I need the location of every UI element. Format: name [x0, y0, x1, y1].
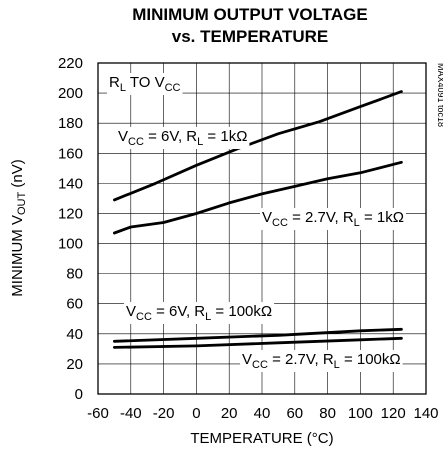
- annotation-part: = 1kΩ: [203, 128, 247, 145]
- chart-title-line-1: MINIMUM OUTPUT VOLTAGE: [132, 5, 367, 24]
- annotation-part: L: [197, 136, 203, 148]
- series-line-0: [113, 90, 403, 202]
- x-tick-label: 60: [286, 405, 303, 422]
- annotation-load-label: RL TO VCC: [109, 74, 181, 94]
- annotation-2-7v-100k: VCC = 2.7V, RL = 100kΩ: [242, 351, 401, 371]
- annotation-part: = 6V, R: [144, 128, 197, 145]
- x-tick-label: -60: [87, 405, 109, 422]
- y-tick-label: 160: [58, 145, 83, 162]
- x-axis-ticks: -60 -40 -20 0 20 40 60 80 100 120 140: [87, 405, 438, 422]
- annotation-part: L: [354, 217, 360, 229]
- annotation-part: = 2.7V, R: [288, 209, 354, 226]
- chart-title-line-2: vs. TEMPERATURE: [172, 27, 329, 46]
- series-line-1: [113, 160, 403, 235]
- annotation-bg: [116, 127, 250, 149]
- annotations: RL TO VCC VCC = 6V, RL = 1kΩ VCC = 2.7V,…: [107, 73, 406, 372]
- x-tick-label: -40: [120, 405, 142, 422]
- annotation-bg: [260, 208, 406, 230]
- x-tick-label: -20: [153, 405, 175, 422]
- annotation-6v-1k: VCC = 6V, RL = 1kΩ: [118, 128, 247, 148]
- document-id-label: MAX4091 toc18: [436, 63, 443, 127]
- y-tick-label: 20: [66, 356, 83, 373]
- y-tick-label: 100: [58, 236, 83, 253]
- annotation-2-7v-1k: VCC = 2.7V, RL = 1kΩ: [262, 209, 404, 229]
- y-axis-label-suffix: (nV): [9, 159, 26, 192]
- y-tick-label: 120: [58, 205, 83, 222]
- annotation-part: V: [126, 303, 136, 320]
- x-tick-label: 120: [381, 405, 406, 422]
- annotation-part: L: [120, 82, 126, 94]
- y-tick-label: 180: [58, 115, 83, 132]
- annotation-part: V: [262, 209, 272, 226]
- chart-title: MINIMUM OUTPUT VOLTAGE vs. TEMPERATURE: [132, 5, 367, 46]
- y-axis-label-prefix: MINIMUM V: [9, 215, 26, 297]
- annotation-bg: [124, 302, 275, 324]
- annotation-part: R: [109, 74, 120, 91]
- series-line-2: [113, 327, 403, 343]
- x-tick-label: 40: [254, 405, 271, 422]
- y-tick-label: 40: [66, 326, 83, 343]
- annotation-part: = 100kΩ: [340, 351, 401, 368]
- y-tick-label: 220: [58, 55, 83, 72]
- annotation-part: V: [118, 128, 128, 145]
- plot-frame: [97, 62, 427, 395]
- annotation-part: = 100kΩ: [211, 303, 272, 320]
- annotation-part: L: [205, 311, 211, 323]
- annotation-part: CC: [128, 136, 144, 148]
- x-tick-label: 0: [192, 405, 200, 422]
- x-tick-label: 140: [413, 405, 438, 422]
- annotation-part: = 6V, R: [152, 303, 205, 320]
- x-tick-label: 80: [319, 405, 336, 422]
- y-tick-label: 140: [58, 175, 83, 192]
- annotation-part: CC: [136, 311, 152, 323]
- series-line-3: [113, 336, 403, 349]
- annotation-bg: [240, 350, 403, 372]
- annotation-part: CC: [165, 82, 181, 94]
- annotation-part: CC: [252, 359, 268, 371]
- annotation-part: = 1kΩ: [360, 209, 404, 226]
- y-tick-label: 200: [58, 85, 83, 102]
- y-tick-label: 0: [75, 386, 83, 403]
- x-tick-label: 20: [221, 405, 238, 422]
- y-tick-label: 60: [66, 296, 83, 313]
- x-axis-label: TEMPERATURE (°C): [190, 430, 333, 447]
- annotation-part: TO V: [126, 74, 165, 91]
- series-lines: [113, 90, 403, 349]
- annotation-part: L: [334, 359, 340, 371]
- y-axis-label-sub: OUT: [16, 192, 28, 216]
- annotation-6v-100k: VCC = 6V, RL = 100kΩ: [126, 303, 272, 323]
- y-axis-label: MINIMUM VOUT (nV): [9, 159, 28, 296]
- annotation-bg: [107, 73, 183, 95]
- annotation-part: CC: [272, 217, 288, 229]
- annotation-part: V: [242, 351, 252, 368]
- y-axis-ticks: 0 20 40 60 80 100 120 140 160 180 200 220: [58, 55, 83, 403]
- x-tick-label: 100: [348, 405, 373, 422]
- annotation-part: = 2.7V, R: [268, 351, 334, 368]
- y-tick-label: 80: [66, 266, 83, 283]
